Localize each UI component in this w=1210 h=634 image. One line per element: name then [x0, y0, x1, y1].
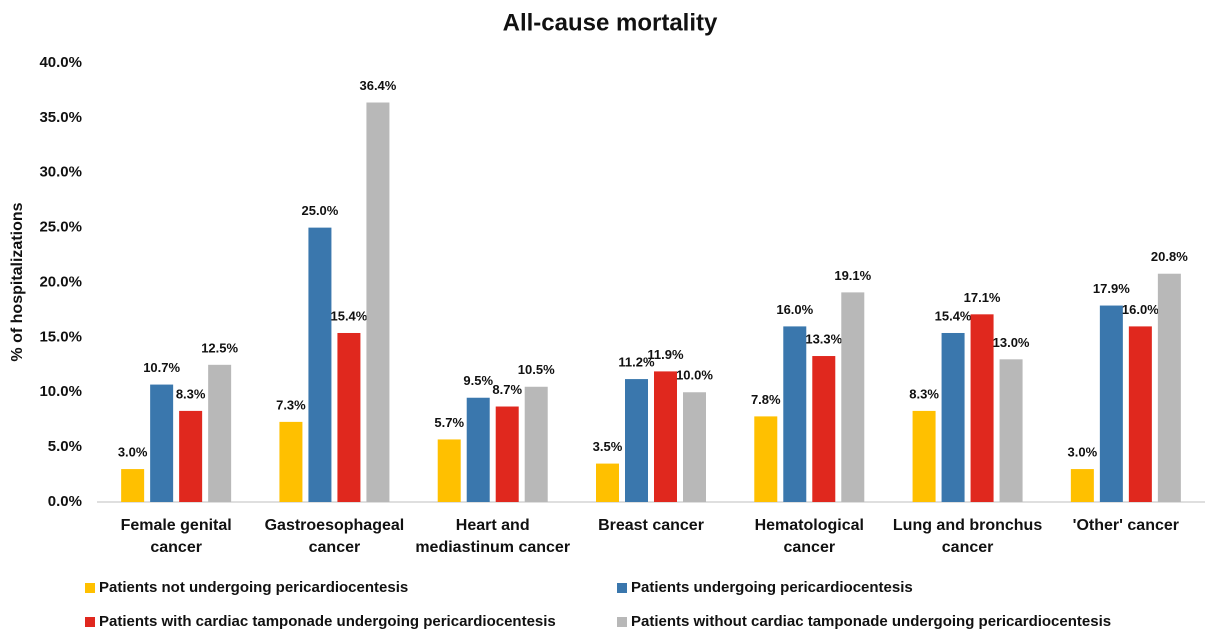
bar [1070, 469, 1094, 502]
y-tick-label: 20.0% [39, 273, 82, 290]
value-label: 3.0% [1068, 445, 1098, 460]
x-tick-label: Breast cancer [598, 517, 704, 534]
bar [783, 326, 807, 502]
bar [208, 364, 232, 502]
value-label: 15.4% [935, 308, 972, 323]
value-label: 10.5% [518, 362, 555, 377]
value-label: 9.5% [463, 373, 493, 388]
x-tick-label: Hematological cancer [754, 517, 864, 556]
value-label: 20.8% [1151, 249, 1188, 264]
bar [366, 102, 390, 502]
y-tick-label: 15.0% [39, 328, 82, 345]
value-label: 17.9% [1093, 281, 1130, 296]
x-tick-label: Lung and bronchus cancer [892, 517, 1043, 556]
bar [308, 227, 332, 502]
bar [841, 292, 865, 502]
value-label: 19.1% [834, 268, 871, 283]
y-tick-label: 5.0% [48, 438, 82, 455]
value-label: 7.8% [751, 392, 781, 407]
value-label: 11.9% [647, 347, 684, 362]
x-tick-label: Gastroesophageal cancer [264, 517, 405, 556]
value-label: 5.7% [434, 415, 464, 430]
bar [466, 397, 490, 502]
bar [970, 314, 994, 502]
bar [279, 421, 303, 502]
y-tick-label: 35.0% [39, 109, 82, 126]
legend-swatch [85, 583, 95, 593]
value-label: 3.5% [593, 439, 623, 454]
legend-label: Patients with cardiac tamponade undergoi… [99, 613, 556, 630]
x-tick-label: Heart and mediastinum cancer [415, 517, 571, 556]
bar [941, 332, 965, 502]
value-label: 10.0% [676, 368, 713, 383]
x-tick-label: 'Other' cancer [1072, 517, 1179, 534]
legend-swatch [617, 583, 627, 593]
value-label: 8.3% [909, 386, 939, 401]
legend-label: Patients without cardiac tamponade under… [631, 613, 1111, 630]
bar [999, 359, 1023, 502]
y-tick-label: 10.0% [39, 383, 82, 400]
bar [179, 410, 203, 502]
y-tick-label: 0.0% [48, 493, 82, 510]
bar [1128, 326, 1152, 502]
bar [812, 356, 836, 502]
bar [1099, 305, 1123, 502]
value-label: 16.0% [776, 302, 813, 317]
bar [596, 463, 619, 502]
value-label: 8.3% [176, 386, 206, 401]
y-axis-label: % of hospitalizations [9, 202, 26, 361]
chart-title: All-cause mortality [503, 9, 718, 36]
bar [912, 410, 936, 502]
bar [337, 332, 361, 502]
x-tick-label: Female genital cancer [120, 517, 232, 556]
value-label: 11.2% [618, 355, 655, 370]
value-label: 16.0% [1122, 302, 1159, 317]
bar [654, 371, 677, 502]
legend-label: Patients undergoing pericardiocentesis [631, 579, 913, 596]
value-label: 8.7% [492, 382, 522, 397]
bar [524, 386, 548, 502]
bar [121, 469, 145, 502]
value-label: 10.7% [143, 360, 180, 375]
bar [1157, 273, 1181, 502]
value-label: 3.0% [118, 445, 148, 460]
value-label: 17.1% [964, 290, 1001, 305]
value-label: 7.3% [276, 397, 306, 412]
bar [625, 379, 648, 502]
legend-swatch [85, 617, 95, 627]
bar [150, 384, 174, 502]
value-label: 25.0% [301, 203, 338, 218]
value-label: 36.4% [359, 78, 396, 93]
value-label: 13.0% [993, 335, 1030, 350]
y-tick-label: 40.0% [39, 54, 82, 71]
bar [683, 392, 706, 502]
y-tick-label: 30.0% [39, 164, 82, 181]
bar [437, 439, 461, 502]
value-label: 15.4% [330, 308, 367, 323]
bar [495, 406, 519, 502]
value-label: 12.5% [201, 340, 238, 355]
bar [754, 416, 778, 502]
y-tick-label: 25.0% [39, 219, 82, 236]
legend-swatch [617, 617, 627, 627]
value-label: 13.3% [805, 331, 842, 346]
legend-label: Patients not undergoing pericardiocentes… [99, 579, 408, 596]
